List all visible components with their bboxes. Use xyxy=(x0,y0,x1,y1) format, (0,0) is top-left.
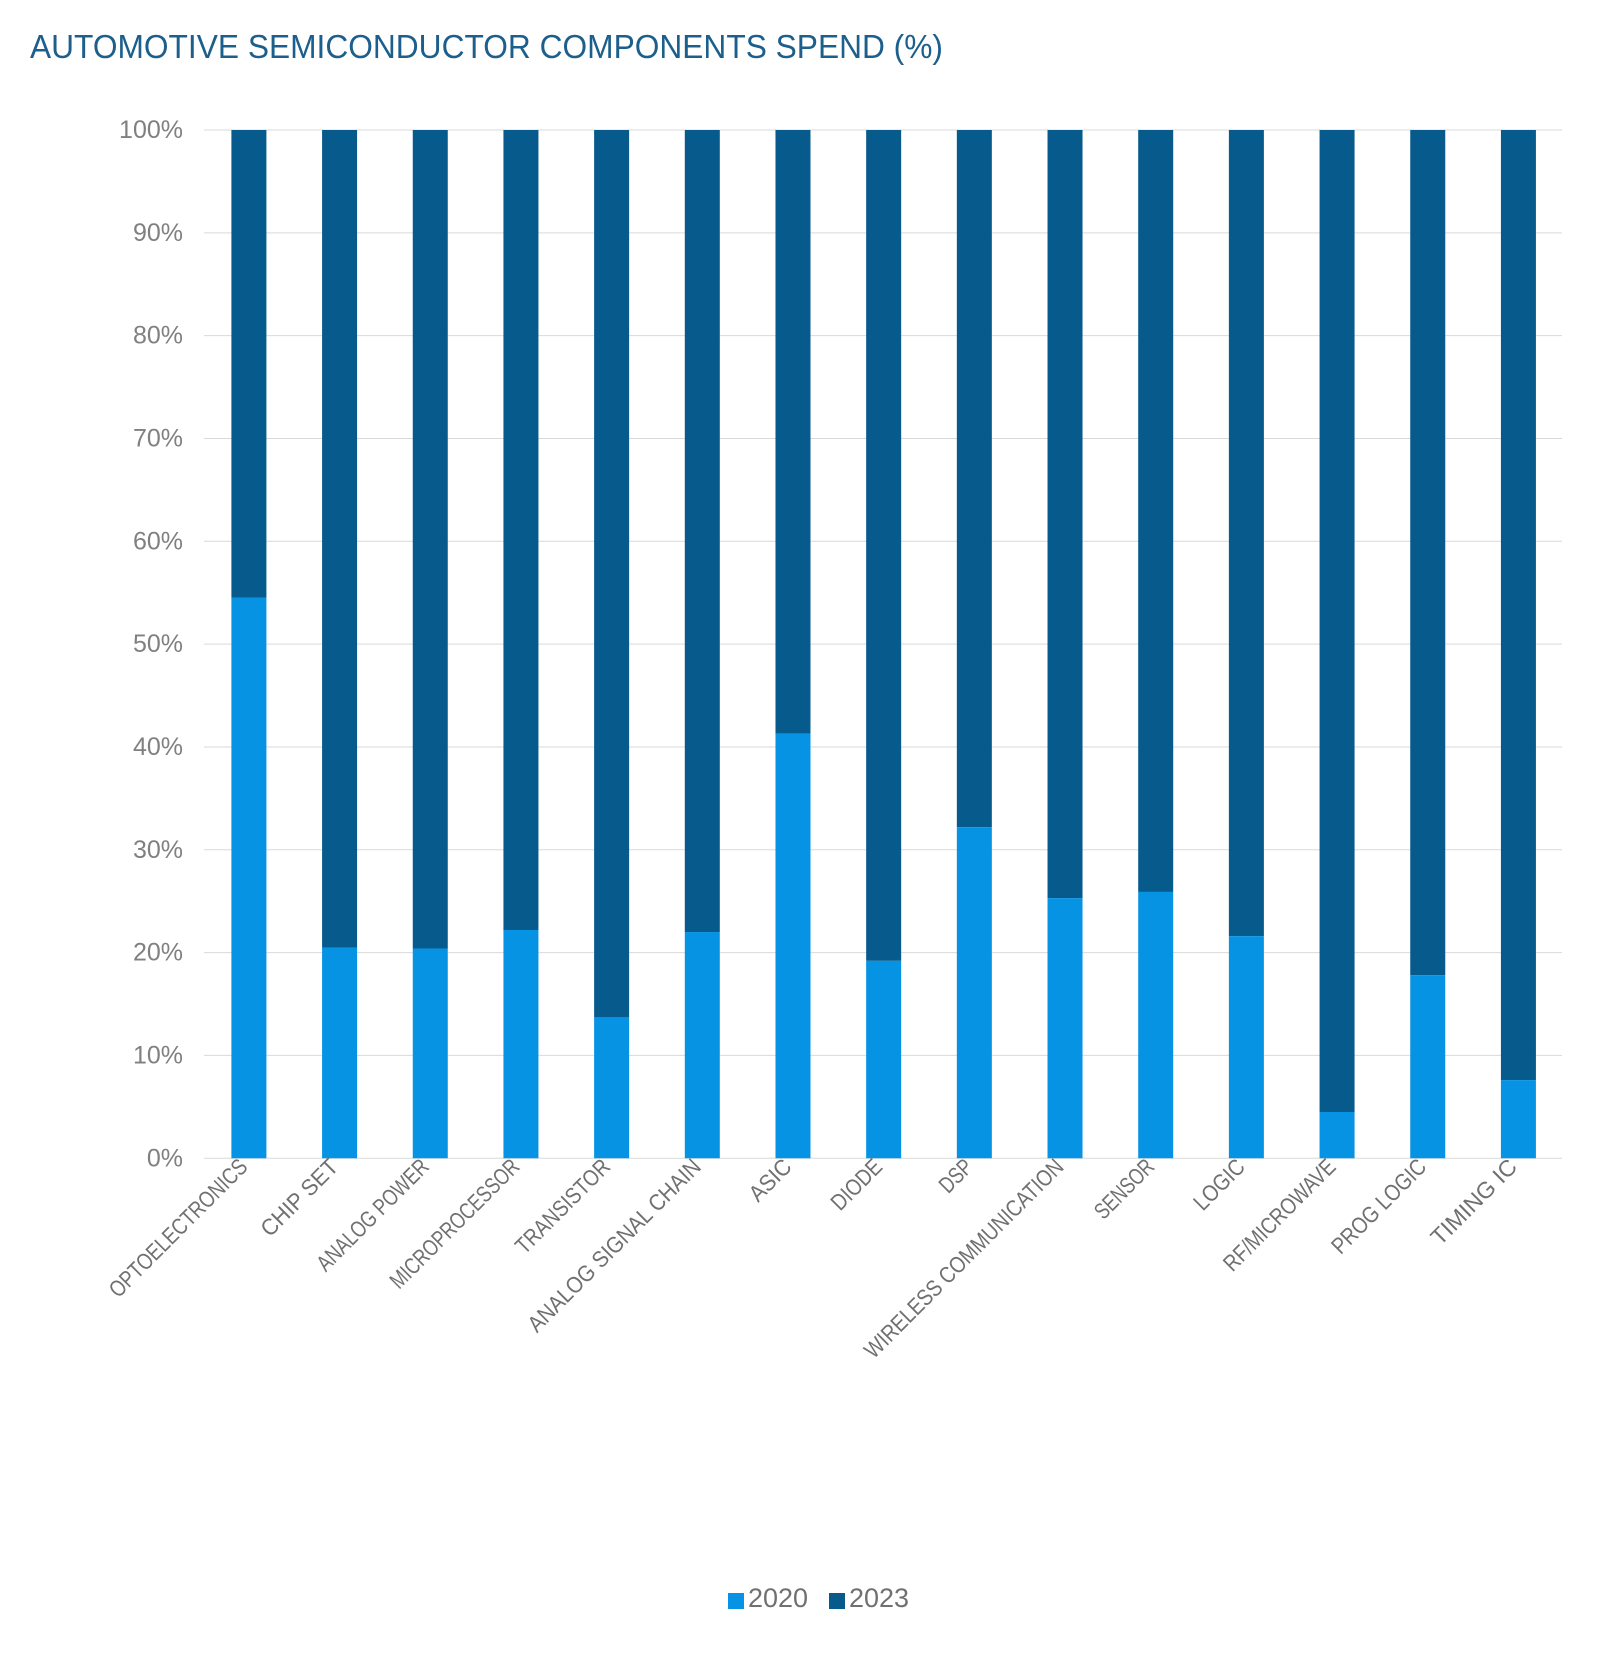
svg-text:100%: 100% xyxy=(119,116,183,144)
svg-text:2020: 2020 xyxy=(748,1583,808,1613)
svg-text:30%: 30% xyxy=(133,836,183,864)
svg-text:TIMING IC: TIMING IC xyxy=(1425,1153,1522,1250)
svg-text:10%: 10% xyxy=(133,1041,183,1069)
svg-text:90%: 90% xyxy=(133,219,183,247)
svg-text:CHIP SET: CHIP SET xyxy=(255,1153,343,1241)
svg-text:70%: 70% xyxy=(133,424,183,452)
svg-text:20%: 20% xyxy=(133,939,183,967)
svg-text:ANALOG SIGNAL CHAIN: ANALOG SIGNAL CHAIN xyxy=(522,1153,706,1337)
svg-text:OPTOELECTRONICS: OPTOELECTRONICS xyxy=(104,1153,253,1302)
svg-text:50%: 50% xyxy=(133,630,183,658)
svg-text:80%: 80% xyxy=(133,322,183,350)
svg-text:DSP: DSP xyxy=(933,1153,977,1197)
svg-text:60%: 60% xyxy=(133,527,183,555)
svg-text:SENSOR: SENSOR xyxy=(1089,1153,1160,1224)
svg-text:LOGIC: LOGIC xyxy=(1188,1153,1250,1215)
svg-text:AUTOMOTIVE SEMICONDUCTOR COMPO: AUTOMOTIVE SEMICONDUCTOR COMPONENTS SPEN… xyxy=(30,28,943,65)
svg-text:40%: 40% xyxy=(133,733,183,761)
svg-text:DIODE: DIODE xyxy=(825,1153,887,1215)
svg-text:2023: 2023 xyxy=(849,1583,909,1613)
svg-text:ASIC: ASIC xyxy=(743,1153,796,1206)
svg-text:0%: 0% xyxy=(147,1144,183,1172)
svg-text:PROG LOGIC: PROG LOGIC xyxy=(1326,1153,1431,1258)
